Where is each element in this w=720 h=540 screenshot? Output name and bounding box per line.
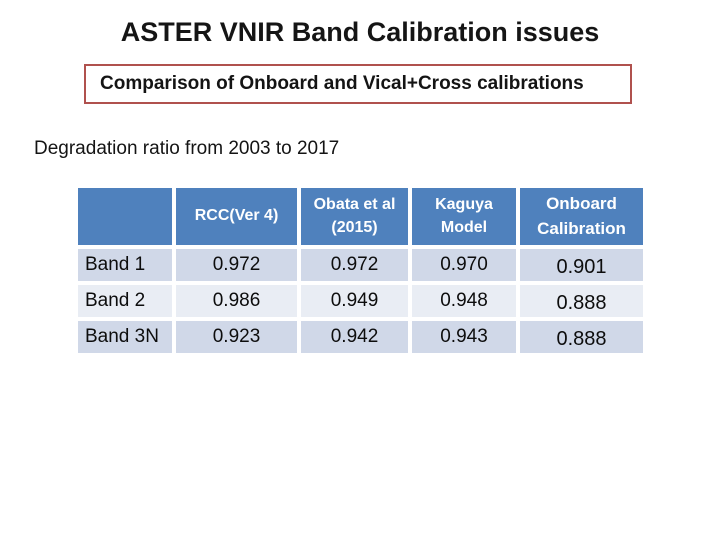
table-header-row: RCC(Ver 4) Obata et al (2015) Kaguya Mod… [78,188,643,245]
table-cell: 0.943 [412,321,516,353]
header-cell-onboard: Onboard Calibration [520,188,643,245]
highlight-box: Comparison of Onboard and Vical+Cross ca… [84,64,632,104]
subtitle-degradation-ratio: Degradation ratio from 2003 to 2017 [34,138,340,159]
table-cell: 0.901 [520,249,643,281]
table-row-band1: Band 1 0.972 0.972 0.970 0.901 [78,249,643,281]
table-cell: 0.888 [520,321,643,353]
table-cell: 0.942 [301,321,408,353]
table-cell: 0.972 [176,249,297,281]
table-row-band2: Band 2 0.986 0.949 0.948 0.888 [78,285,643,317]
calibration-table-wrap: RCC(Ver 4) Obata et al (2015) Kaguya Mod… [74,184,647,357]
table-cell: 0.970 [412,249,516,281]
table-cell: 0.972 [301,249,408,281]
header-cell-rcc: RCC(Ver 4) [176,188,297,245]
table-row-band3n: Band 3N 0.923 0.942 0.943 0.888 [78,321,643,353]
table-cell: 0.949 [301,285,408,317]
highlight-box-text: Comparison of Onboard and Vical+Cross ca… [100,73,584,94]
header-cell-obata: Obata et al (2015) [301,188,408,245]
header-cell-empty [78,188,172,245]
row-label: Band 3N [78,321,172,353]
header-cell-kaguya: Kaguya Model [412,188,516,245]
slide-title: ASTER VNIR Band Calibration issues [120,17,600,47]
row-label: Band 1 [78,249,172,281]
table-cell: 0.986 [176,285,297,317]
row-label: Band 2 [78,285,172,317]
table-cell: 0.948 [412,285,516,317]
calibration-table: RCC(Ver 4) Obata et al (2015) Kaguya Mod… [74,184,647,357]
table-cell: 0.888 [520,285,643,317]
table-cell: 0.923 [176,321,297,353]
